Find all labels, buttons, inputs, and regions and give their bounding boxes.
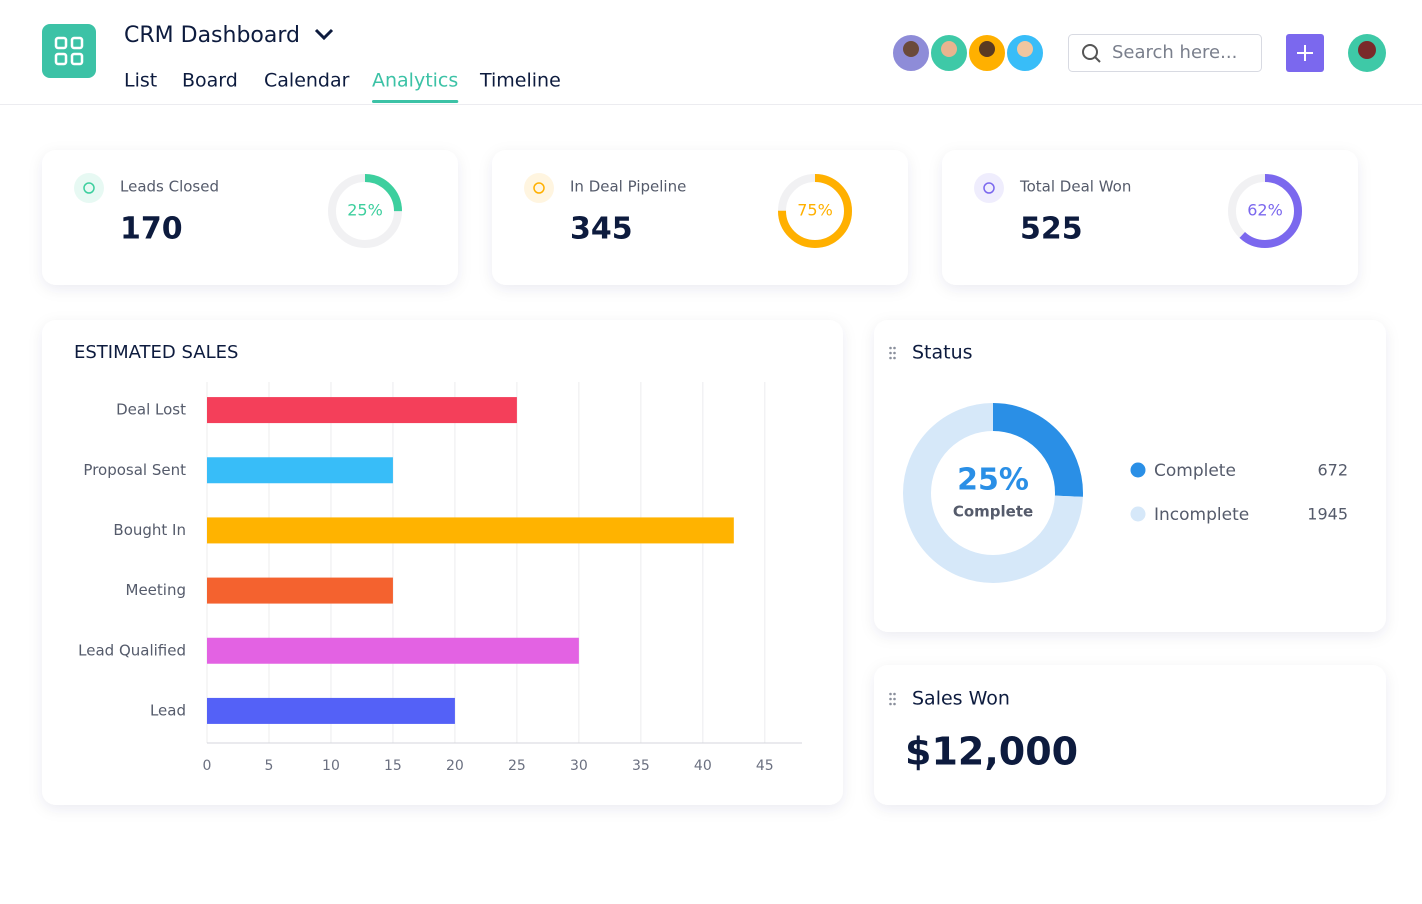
kpi-label: In Deal Pipeline xyxy=(570,178,686,196)
chart-title: ESTIMATED SALES xyxy=(74,342,238,363)
legend-label: Incomplete xyxy=(1154,505,1249,525)
kpi-ring xyxy=(1228,174,1302,248)
kpi-icon xyxy=(533,182,545,194)
bar xyxy=(207,577,393,604)
logo-icon xyxy=(54,36,84,66)
x-tick-label: 45 xyxy=(756,758,774,774)
dropdown-arrow[interactable] xyxy=(314,28,334,41)
x-tick-label: 0 xyxy=(203,758,212,774)
kpi-cards: Leads Closed 170 25% In Deal Pipeline 345 75%… xyxy=(42,150,1358,285)
kpi-icon-bg xyxy=(974,173,1004,203)
kpi-value: 345 xyxy=(570,212,633,247)
x-tick-label: 20 xyxy=(446,758,464,774)
donut-segment xyxy=(903,403,1083,583)
search-icon xyxy=(1094,56,1101,63)
tab[interactable]: Board xyxy=(182,70,238,92)
kpi-ring xyxy=(328,174,402,248)
y-tick-label: Proposal Sent xyxy=(83,461,186,479)
active-tab-underline xyxy=(372,100,459,103)
bar xyxy=(207,457,393,484)
user-avatar-face xyxy=(1358,41,1376,59)
legend-value: 1945 xyxy=(1307,505,1348,524)
x-tick-label: 15 xyxy=(384,758,402,774)
status-chart: Status Complete 672 Incomplete 1945 25% Comple… xyxy=(903,342,1348,583)
sales-card xyxy=(42,320,843,805)
x-tick-label: 25 xyxy=(508,758,526,774)
search-placeholder: Search here... xyxy=(1112,42,1237,63)
dashboard-title: CRM Dashboard xyxy=(124,23,300,48)
bar xyxy=(207,517,734,544)
kpi-percent: 75% xyxy=(797,201,833,220)
y-tick-label: Meeting xyxy=(126,581,186,599)
kpi-ring xyxy=(778,174,852,248)
tab[interactable]: List xyxy=(124,70,157,92)
bar-chart: ESTIMATED SALES 0 5 10 15 20 25 30 35 40 45 Deal Lo… xyxy=(74,342,802,774)
y-tick-label: Deal Lost xyxy=(116,401,186,419)
y-tick-label: Lead Qualified xyxy=(78,641,186,659)
legend-marker xyxy=(1130,462,1146,478)
chart-title: Status xyxy=(912,342,973,364)
donut-center-value: 25% xyxy=(957,463,1029,498)
kpi-icon xyxy=(83,182,95,194)
sales-won-title: Sales Won xyxy=(912,688,1010,710)
kpi-value: 525 xyxy=(1020,212,1083,247)
tabs: List Board Calendar Analytics Timeline xyxy=(124,70,561,103)
x-tick-label: 35 xyxy=(632,758,650,774)
logo[interactable] xyxy=(42,24,96,78)
drag-handle xyxy=(889,346,896,360)
avatars xyxy=(891,33,1045,73)
tab[interactable]: Calendar xyxy=(264,70,350,92)
status-card xyxy=(874,320,1386,632)
bar xyxy=(207,397,517,424)
legend-label: Complete xyxy=(1154,461,1236,481)
tab[interactable]: Analytics xyxy=(372,70,458,92)
kpi-label: Total Deal Won xyxy=(1019,178,1131,196)
sales-won-value: $12,000 xyxy=(905,730,1078,774)
kpi-icon-bg xyxy=(74,173,104,203)
legend-value: 672 xyxy=(1317,461,1348,480)
x-tick-label: 40 xyxy=(694,758,712,774)
x-tick-label: 5 xyxy=(265,758,274,774)
kpi-percent: 25% xyxy=(347,201,383,220)
tab[interactable]: Timeline xyxy=(479,70,561,92)
kpi-percent: 62% xyxy=(1247,201,1283,220)
y-tick-label: Lead xyxy=(150,701,186,719)
plus-icon xyxy=(1297,45,1313,61)
drag-handle xyxy=(889,692,896,706)
kpi-value: 170 xyxy=(120,212,183,247)
search-icon xyxy=(1082,44,1098,60)
x-tick-label: 30 xyxy=(570,758,588,774)
kpi-icon xyxy=(983,182,995,194)
bar xyxy=(207,697,455,724)
legend-marker xyxy=(1130,506,1146,522)
search-box[interactable] xyxy=(1068,34,1262,72)
kpi-label: Leads Closed xyxy=(120,178,219,196)
kpi-icon-bg xyxy=(524,173,554,203)
bar xyxy=(207,637,579,664)
sales-won-card xyxy=(874,665,1386,805)
x-tick-label: 10 xyxy=(322,758,340,774)
donut-center-label: Complete xyxy=(953,503,1033,521)
y-tick-label: Bought In xyxy=(113,521,186,539)
